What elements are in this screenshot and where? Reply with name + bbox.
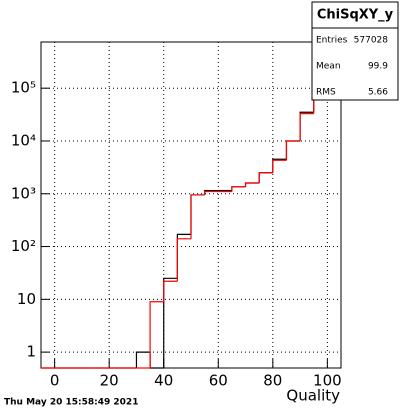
histogram-bin [258,172,273,183]
y-tick-label: 10 [17,290,36,308]
x-tick-label: 40 [154,372,173,390]
histogram-bin [258,172,273,183]
y-tick-label: 10² [11,237,36,255]
histogram-bin [272,158,287,173]
stats-value: 99.9 [368,62,388,72]
histogram-bin [299,111,314,141]
stats-box: ChiSqXY_y Entries 577028 Mean 99.9 RMS 5.66 [311,1,399,101]
x-tick-label: 80 [263,372,282,390]
histogram-bin [190,194,205,239]
timestamp: Thu May 20 15:58:49 2021 [4,398,138,408]
histogram-bin [272,159,287,173]
stats-label: Entries [316,36,348,46]
histogram-bin [285,140,301,161]
histogram-bin [190,194,205,235]
plot-frame [40,41,342,369]
histogram-bin [244,182,260,187]
stats-frame [311,1,399,101]
histogram-bin [176,233,191,279]
x-tick-label: 0 [50,372,60,390]
histogram-bin [299,113,314,141]
histogram-bin [204,190,219,195]
x-tick-label: 20 [100,372,119,390]
x-tick-label: 60 [209,372,228,390]
stats-value: 5.66 [368,88,388,98]
histogram-bin [149,352,164,369]
histogram-bin [135,351,151,368]
y-tick-label: 10³ [11,184,36,202]
stats-label: RMS [316,88,336,98]
histogram-bin [285,140,301,160]
y-tick-label: 1 [26,343,36,361]
x-tick-label: 100 [313,372,342,390]
histogram-bin [231,186,246,192]
stats-title: ChiSqXY_y [317,8,394,23]
stats-value: 577028 [354,36,389,46]
y-tick-label: 10⁵ [11,79,36,97]
x-axis-label: Quality [286,387,340,405]
histogram-bin [163,280,178,302]
stats-label: Mean [316,62,341,72]
histogram-bin [149,301,164,368]
histogram-bin [163,277,178,368]
histogram-bin [176,238,191,282]
y-tick-label: 10⁴ [11,131,36,149]
